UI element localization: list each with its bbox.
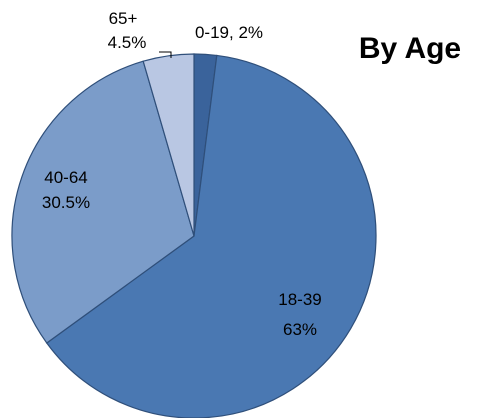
chart-title: By Age — [359, 32, 461, 65]
label-40-64-line1: 40-64 — [44, 168, 87, 187]
label-65-plus-line2: 4.5% — [108, 33, 147, 52]
pie-slices — [11, 53, 377, 418]
label-0-19-line1: 0-19, 2% — [195, 23, 263, 42]
label-18-39-line1: 18-39 — [278, 290, 321, 309]
label-18-39-line2: 63% — [283, 320, 317, 339]
pie-slice-40-64 — [11, 60, 195, 344]
pie-slice-65-plus — [142, 53, 195, 237]
pie-slice-18-39 — [45, 54, 377, 418]
slice-labels: 0-19, 2% 18-39 63% 40-64 30.5% 65+ 4.5% — [42, 9, 322, 339]
label-65-plus-line1: 65+ — [109, 9, 138, 28]
leader-line-65-plus — [159, 51, 172, 58]
label-40-64-line2: 30.5% — [42, 193, 90, 212]
